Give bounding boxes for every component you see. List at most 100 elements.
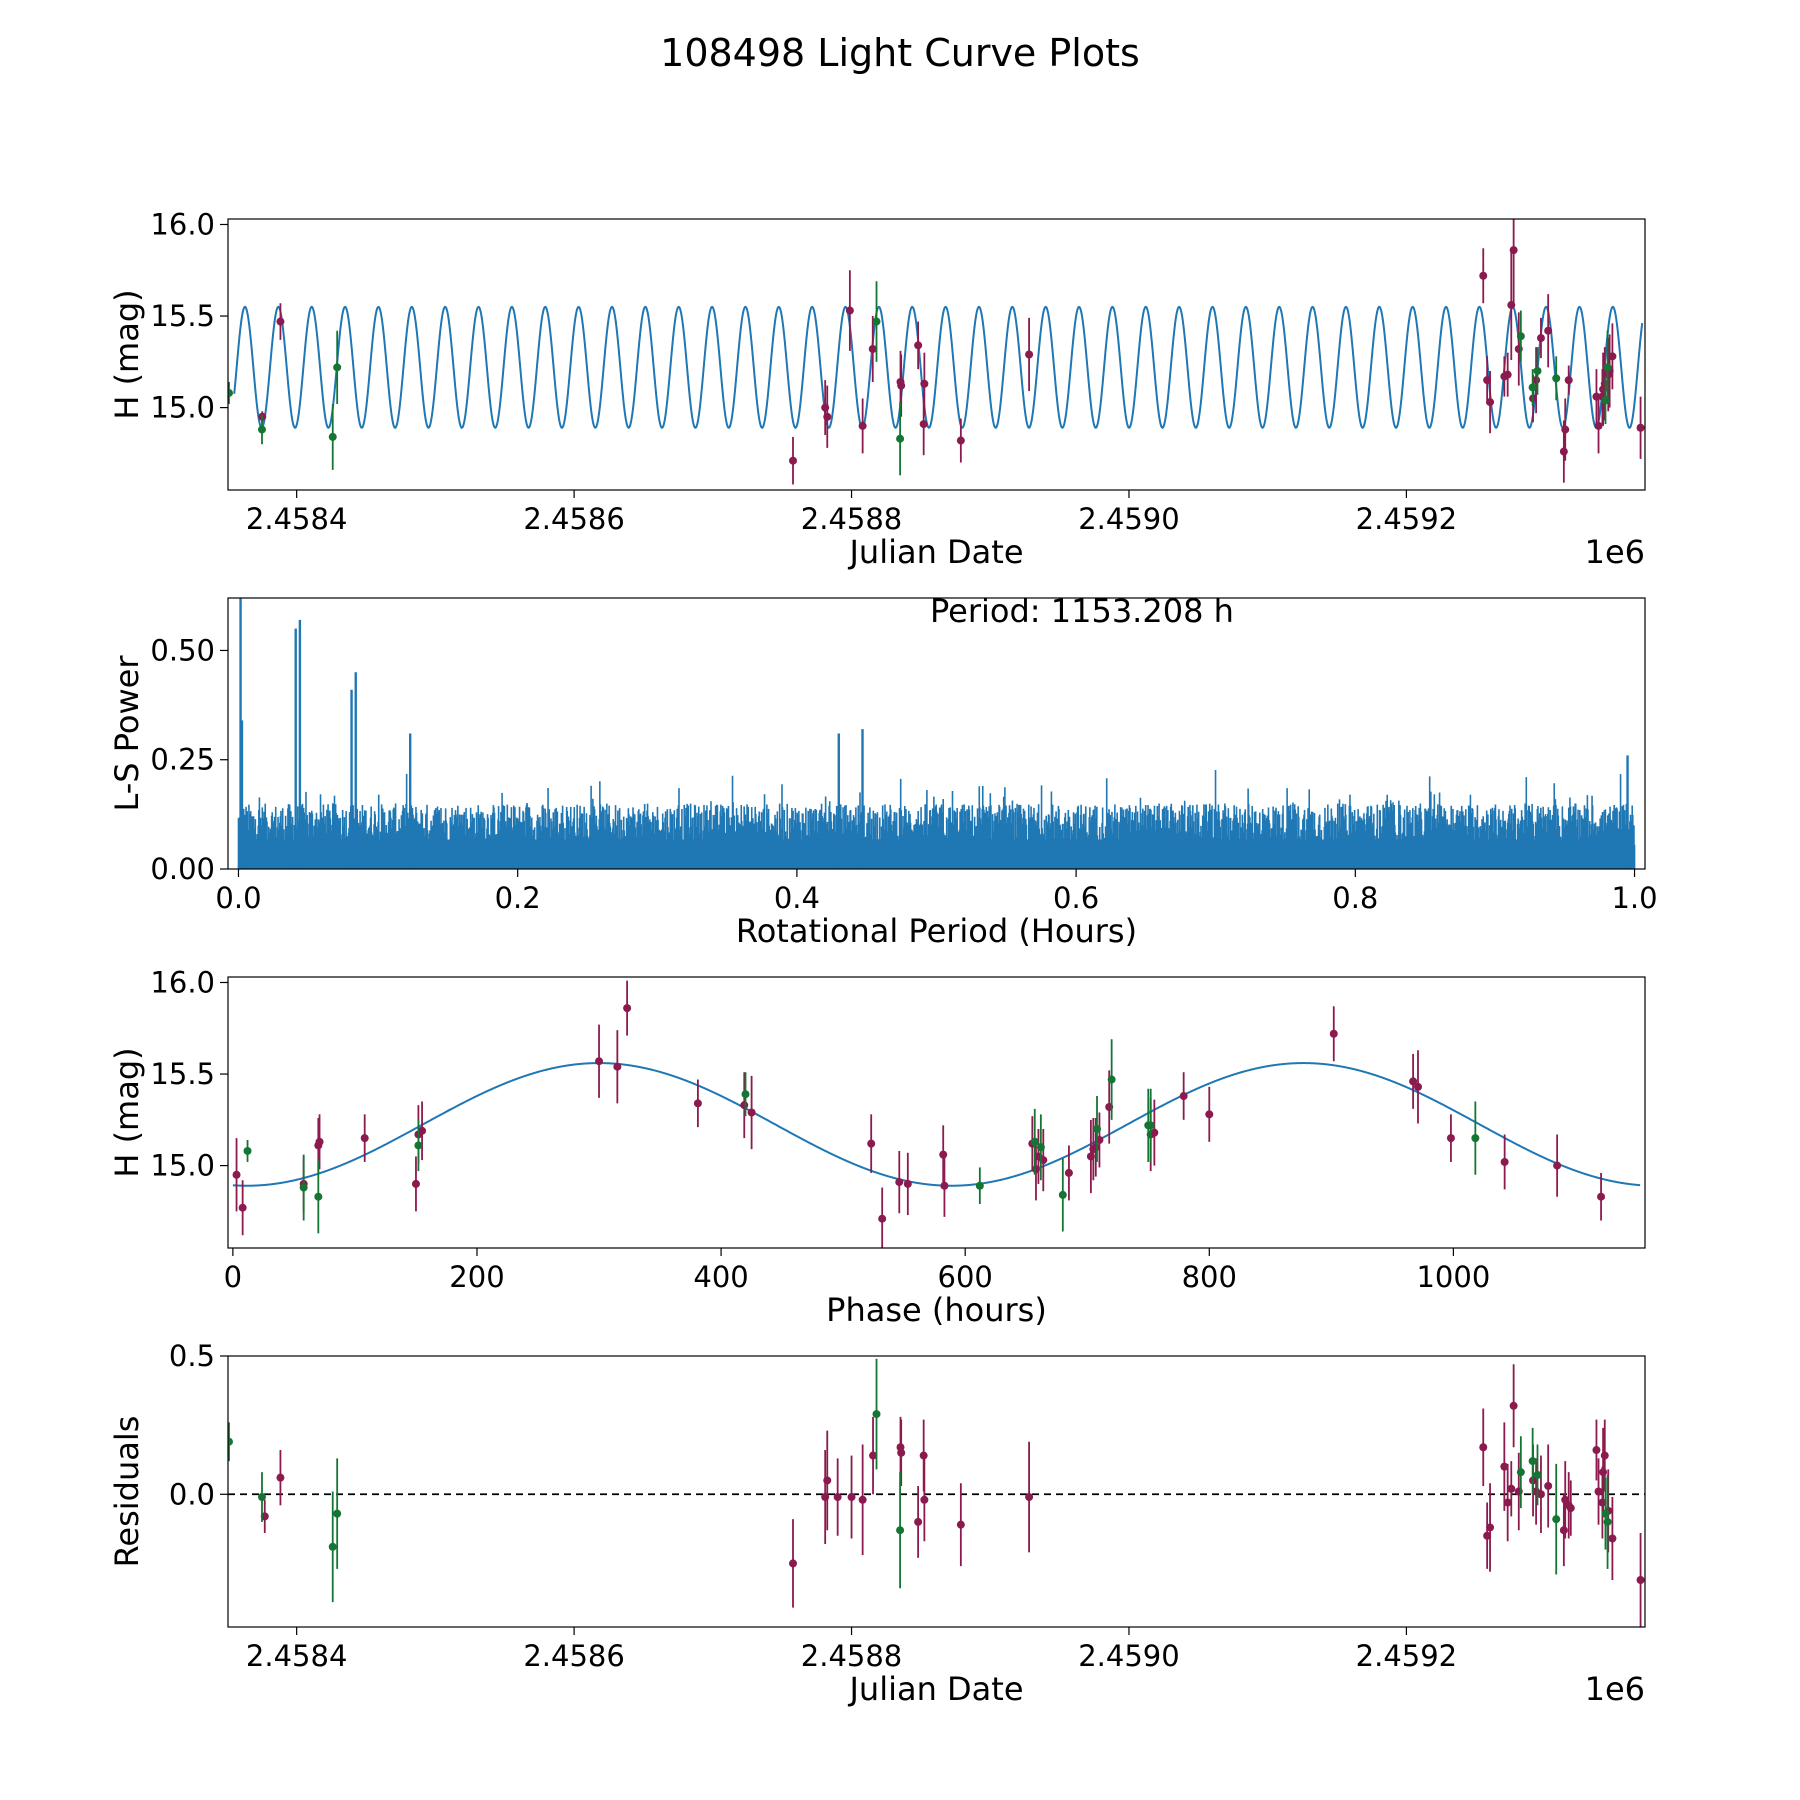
data-point bbox=[1636, 1575, 1645, 1584]
y-tick-label: 0.50 bbox=[150, 633, 215, 667]
data-point bbox=[868, 345, 877, 354]
data-point bbox=[895, 1178, 904, 1187]
x-tick-label: 2.4588 bbox=[801, 1639, 902, 1673]
data-point bbox=[1030, 1137, 1039, 1146]
panel-residuals: 0.0 0.5 2.4584 2.4586 2.4588 2.4590 2.4592 Juli… bbox=[108, 1339, 1646, 1708]
data-point bbox=[1603, 363, 1612, 372]
data-point bbox=[360, 1134, 369, 1143]
data-point bbox=[939, 1150, 948, 1159]
data-point bbox=[872, 317, 881, 326]
data-point bbox=[1544, 326, 1553, 335]
data-point bbox=[847, 1493, 856, 1502]
data-point bbox=[1608, 352, 1617, 361]
data-point bbox=[328, 1542, 337, 1551]
data-point bbox=[1528, 383, 1537, 392]
data-point bbox=[1479, 271, 1488, 280]
data-point bbox=[228, 388, 233, 397]
data-point bbox=[1533, 366, 1542, 375]
data-point bbox=[1533, 1470, 1542, 1479]
model-curve bbox=[233, 305, 1644, 429]
x-tick-label: 400 bbox=[693, 1260, 748, 1294]
data-point bbox=[299, 1183, 308, 1192]
x-tick-label: 600 bbox=[938, 1260, 993, 1294]
series-c bbox=[228, 281, 1612, 476]
data-point bbox=[1500, 1462, 1509, 1471]
plot-area-lightcurve bbox=[228, 219, 1645, 485]
data-point bbox=[1500, 1157, 1509, 1166]
data-point bbox=[1107, 1075, 1116, 1084]
data-point bbox=[867, 1139, 876, 1148]
panel-lightcurve: 15.0 15.5 16.0 2.4584 2.4586 2.4588 2.4590 2.45… bbox=[108, 207, 1646, 571]
data-point bbox=[1561, 425, 1570, 434]
plot-area-periodogram bbox=[237, 598, 1636, 869]
data-point bbox=[1483, 1531, 1492, 1540]
data-point bbox=[1025, 350, 1034, 359]
data-point bbox=[1409, 1077, 1418, 1086]
data-point bbox=[1592, 1446, 1601, 1455]
y-axis-label: H (mag) bbox=[108, 289, 146, 419]
data-point bbox=[823, 1476, 832, 1485]
data-point bbox=[896, 434, 905, 443]
data-point bbox=[747, 1108, 756, 1117]
data-point bbox=[920, 379, 929, 388]
data-point bbox=[1025, 1493, 1034, 1502]
x-tick-label: 2.4584 bbox=[246, 502, 347, 536]
data-point bbox=[1205, 1110, 1214, 1119]
data-point bbox=[823, 412, 832, 421]
data-point bbox=[314, 1192, 323, 1201]
data-point bbox=[896, 1526, 905, 1535]
data-point bbox=[1552, 374, 1561, 383]
data-point bbox=[845, 306, 854, 315]
data-point bbox=[1036, 1143, 1045, 1152]
series-o bbox=[258, 219, 1645, 485]
data-point bbox=[1329, 1029, 1338, 1038]
data-point bbox=[1179, 1092, 1188, 1101]
data-point bbox=[613, 1062, 622, 1071]
periodogram-fill bbox=[238, 839, 1635, 869]
data-point bbox=[914, 1517, 923, 1526]
data-point bbox=[1544, 1481, 1553, 1490]
x-tick-label: 200 bbox=[449, 1260, 504, 1294]
data-point bbox=[1559, 1526, 1568, 1535]
data-point bbox=[1536, 334, 1545, 343]
x-tick-label: 2.4590 bbox=[1078, 502, 1179, 536]
x-tick-label: 0 bbox=[224, 1260, 242, 1294]
plot-area-phased bbox=[232, 980, 1641, 1248]
panel-periodogram: Period: 1153.208 h0.000.250.500.0 0.2 0.4 0… bbox=[108, 592, 1658, 950]
data-point bbox=[1509, 1401, 1518, 1410]
y-tick-label: 15.5 bbox=[150, 1057, 215, 1091]
data-point bbox=[919, 1451, 928, 1460]
plot-area-residuals bbox=[228, 1358, 1645, 1627]
y-tick-label: 0.5 bbox=[169, 1339, 215, 1373]
data-point bbox=[788, 456, 797, 465]
data-point bbox=[232, 1170, 241, 1179]
x-tick-label: 0.4 bbox=[774, 881, 820, 915]
data-point bbox=[878, 1214, 887, 1223]
data-point bbox=[1150, 1128, 1159, 1137]
x-axis-label: Julian Date bbox=[847, 533, 1023, 571]
data-point bbox=[1528, 1457, 1537, 1466]
x-axis-label: Phase (hours) bbox=[826, 1291, 1047, 1329]
data-point bbox=[1559, 447, 1568, 456]
x-tick-label: 2.4590 bbox=[1078, 1639, 1179, 1673]
data-point bbox=[1566, 1504, 1575, 1513]
y-tick-label: 0.25 bbox=[150, 743, 215, 777]
data-point bbox=[1552, 1515, 1561, 1524]
x-tick-label: 0.2 bbox=[495, 881, 541, 915]
y-tick-label: 16.0 bbox=[150, 965, 215, 999]
x-offset-label: 1e6 bbox=[1585, 1670, 1645, 1708]
x-tick-label: 0.6 bbox=[1053, 881, 1099, 915]
data-point bbox=[897, 381, 906, 390]
data-point bbox=[276, 317, 285, 326]
data-point bbox=[1483, 376, 1492, 385]
data-point bbox=[956, 1520, 965, 1529]
y-tick-label: 16.0 bbox=[150, 207, 215, 241]
model-curve bbox=[232, 1062, 1641, 1187]
data-point bbox=[1516, 1468, 1525, 1477]
data-point bbox=[1636, 423, 1645, 432]
x-tick-label: 2.4588 bbox=[801, 502, 902, 536]
y-tick-label: 0.00 bbox=[150, 852, 215, 886]
panel-phased: 15.0 15.5 16.0 0 200 400 600 800 1000 Phase (hour… bbox=[108, 965, 1646, 1329]
data-point bbox=[1486, 398, 1495, 407]
